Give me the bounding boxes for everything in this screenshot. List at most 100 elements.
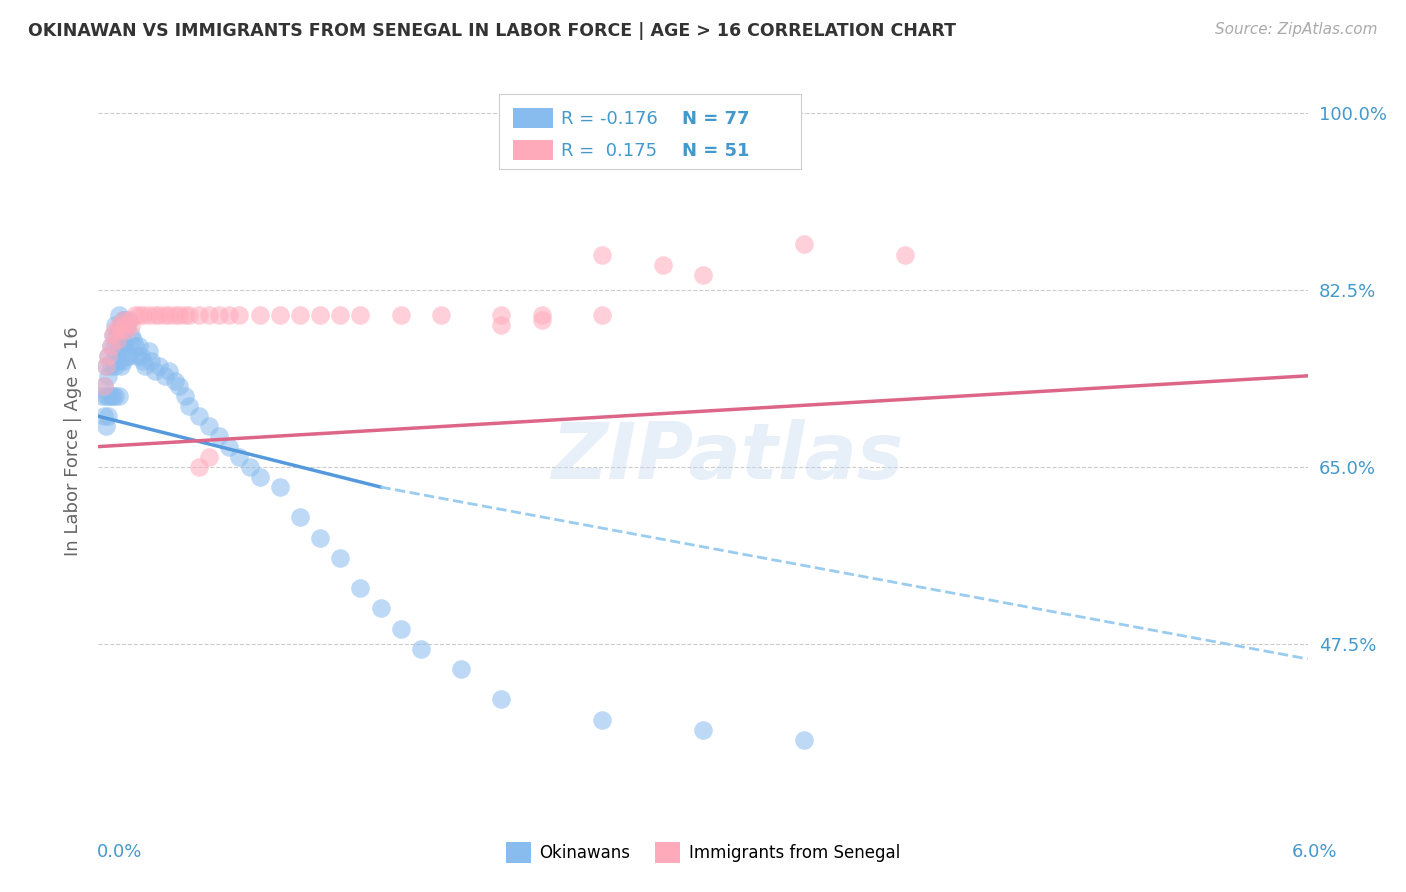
Point (591, 247, 613, 261)
Point (96, 359, 118, 373)
Point (188, 409, 211, 424)
Text: N = 51: N = 51 (682, 142, 749, 160)
Point (107, 323, 129, 337)
Point (115, 349, 138, 363)
Point (491, 308, 513, 322)
Point (103, 359, 125, 373)
Point (100, 338, 122, 352)
Point (107, 338, 129, 352)
Point (121, 334, 143, 348)
Point (163, 374, 186, 388)
Point (591, 713, 613, 727)
Point (167, 379, 190, 393)
Point (128, 308, 150, 322)
Text: R = -0.176: R = -0.176 (561, 110, 658, 128)
Point (105, 349, 128, 363)
Text: N = 77: N = 77 (682, 110, 749, 128)
Point (124, 338, 146, 352)
Point (97, 368, 120, 383)
Point (128, 338, 150, 352)
Point (174, 389, 197, 403)
Point (138, 343, 160, 358)
Point (111, 313, 134, 327)
Point (107, 318, 129, 333)
Point (132, 353, 155, 368)
Point (491, 692, 513, 706)
Point (110, 323, 132, 337)
Point (93, 379, 115, 393)
Point (114, 313, 136, 327)
Point (269, 480, 291, 494)
Point (143, 364, 166, 378)
Point (96, 359, 118, 373)
Point (97, 389, 120, 403)
Point (409, 641, 432, 656)
Point (118, 313, 141, 327)
Text: 6.0%: 6.0% (1292, 843, 1337, 861)
Point (163, 308, 186, 322)
Point (138, 308, 160, 322)
Text: R =  0.175: R = 0.175 (561, 142, 657, 160)
Point (110, 338, 132, 352)
Point (269, 308, 291, 322)
Point (101, 328, 124, 343)
Point (111, 334, 134, 348)
Point (111, 353, 134, 368)
Point (179, 308, 201, 322)
Point (167, 308, 190, 322)
Point (93, 379, 115, 393)
Point (114, 338, 136, 352)
Point (174, 308, 197, 322)
Point (101, 353, 124, 368)
Point (100, 389, 122, 403)
Point (134, 359, 156, 373)
Point (249, 308, 271, 322)
Point (93, 409, 115, 424)
Point (389, 308, 412, 322)
Point (309, 308, 332, 322)
Point (389, 622, 412, 636)
Point (692, 723, 714, 737)
Point (103, 323, 125, 337)
Point (129, 349, 152, 363)
Point (288, 510, 311, 524)
Point (132, 308, 155, 322)
Point (179, 399, 201, 413)
Point (107, 308, 129, 322)
Point (450, 662, 472, 676)
Point (228, 308, 250, 322)
Point (91, 389, 114, 403)
Text: 0.0%: 0.0% (97, 843, 142, 861)
Point (115, 318, 138, 333)
Point (188, 459, 211, 474)
Point (153, 308, 176, 322)
Point (107, 353, 129, 368)
Point (96, 419, 118, 434)
Point (148, 308, 170, 322)
Point (103, 338, 125, 352)
Point (105, 334, 128, 348)
Point (125, 349, 148, 363)
Point (110, 318, 132, 333)
Point (118, 313, 141, 327)
Point (651, 258, 673, 272)
Point (218, 308, 240, 322)
Point (97, 409, 120, 424)
Point (120, 318, 142, 333)
Point (329, 308, 352, 322)
Point (107, 389, 129, 403)
Point (157, 308, 180, 322)
Point (228, 450, 250, 464)
Point (103, 389, 125, 403)
Point (97, 349, 120, 363)
Point (110, 359, 132, 373)
Point (111, 313, 134, 327)
Point (139, 353, 162, 368)
Point (793, 237, 815, 252)
Point (218, 440, 240, 454)
Point (491, 318, 513, 333)
Point (198, 419, 221, 434)
Point (288, 308, 311, 322)
Point (105, 328, 128, 343)
Point (114, 318, 136, 333)
